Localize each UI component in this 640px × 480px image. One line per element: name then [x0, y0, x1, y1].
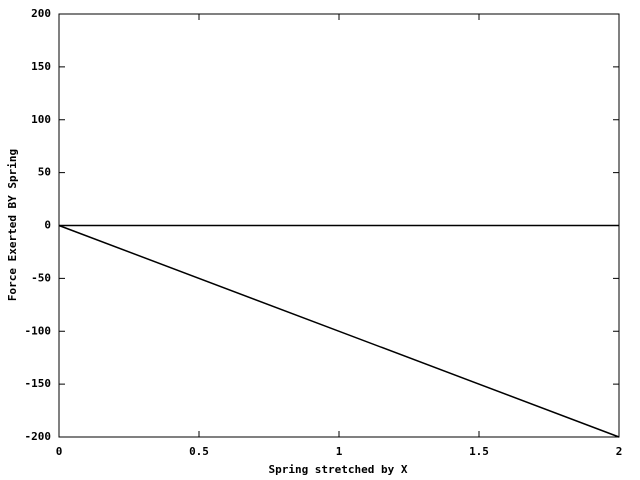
y-tick-label: -200 — [25, 430, 52, 443]
x-tick-label: 2 — [616, 445, 623, 458]
y-tick-label: 150 — [31, 60, 51, 73]
x-tick-label: 0 — [56, 445, 63, 458]
y-tick-label: 200 — [31, 7, 51, 20]
y-tick-label: 100 — [31, 113, 51, 126]
y-tick-label: 50 — [38, 166, 51, 179]
data-line — [58, 224, 620, 438]
x-tick-label: 0.5 — [189, 445, 209, 458]
y-axis-label: Force Exerted BY Spring — [6, 149, 19, 301]
y-tick-label: -50 — [31, 271, 51, 284]
y-tick-label: -150 — [25, 377, 52, 390]
x-axis-label: Spring stretched by X — [268, 463, 407, 476]
y-tick-label: 0 — [44, 219, 51, 232]
y-tick-label: -100 — [25, 324, 52, 337]
x-tick-label: 1 — [336, 445, 343, 458]
x-tick-label: 1.5 — [469, 445, 489, 458]
